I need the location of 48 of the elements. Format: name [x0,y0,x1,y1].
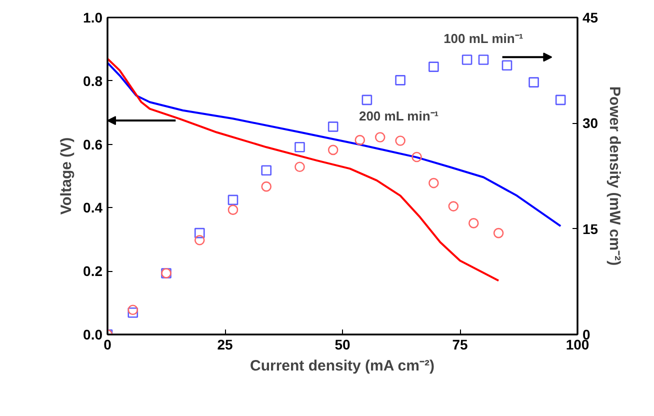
point [448,201,459,212]
point [428,178,439,188]
y-tick-label: 0.6 [83,136,103,152]
line-series [108,62,562,228]
point [528,77,539,88]
y-tick-label: 0.8 [83,72,103,89]
x-tick-label: 0 [104,336,112,352]
y2-tick-label: 45 [582,10,598,26]
point [462,54,472,65]
y-tick-label: 0.2 [83,263,103,280]
point [395,136,406,146]
y2-tick-label: 30 [582,115,598,132]
point [555,94,566,106]
y-tick-label: 0.0 [83,326,103,342]
point [478,54,489,65]
point [128,304,138,315]
y2-tick-label: 15 [582,220,598,237]
y2-axis-title: Power density (mW cm⁻²) [606,86,624,266]
x-tick-label: 75 [452,336,468,352]
point [261,165,272,176]
y-axis-title: Voltage (V) [58,137,76,215]
annotation: 100 mL min⁻¹ [444,31,524,46]
point [294,142,305,152]
point [493,228,504,238]
y-tick-label: 1.0 [83,10,103,26]
point [395,75,406,86]
point [261,181,272,192]
point [294,162,305,172]
point [194,228,205,238]
point [412,152,422,162]
x-axis-title: Current density (mA cm⁻²) [250,358,434,374]
line-series [108,58,500,282]
point [228,204,238,215]
point [502,60,512,71]
point [362,94,372,106]
annotation: 200 mL min⁻¹ [358,108,439,124]
x-tick-label: 25 [217,336,233,352]
point [428,62,439,72]
point [468,218,479,228]
point [328,122,338,132]
point [128,308,138,318]
y-tick-label: 0.4 [83,200,103,216]
point [328,144,338,156]
point [374,132,386,142]
point [194,234,205,246]
x-tick-label: 50 [334,336,350,352]
point [354,134,366,146]
point [228,194,238,206]
